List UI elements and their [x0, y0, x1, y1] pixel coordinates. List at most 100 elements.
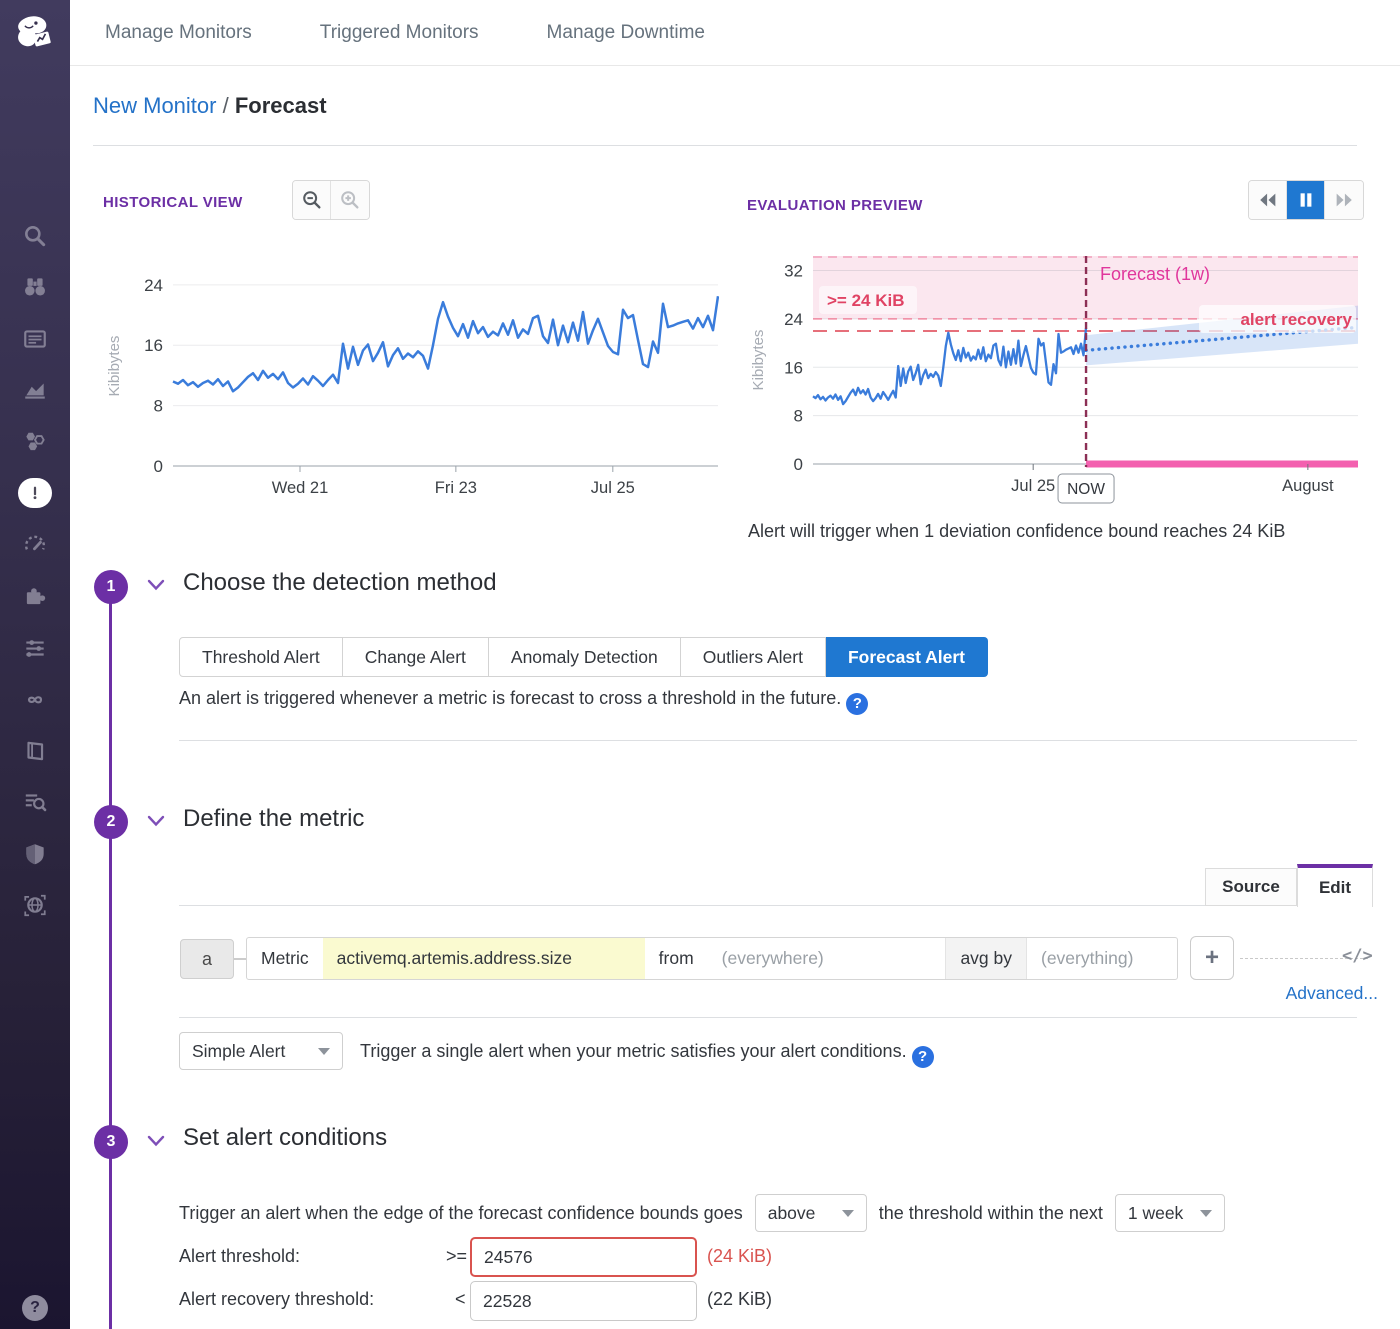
- sidebar: ?: [0, 0, 70, 1329]
- evaluation-caption: Alert will trigger when 1 deviation conf…: [748, 521, 1286, 541]
- shield-icon: [26, 844, 44, 865]
- group-by-field[interactable]: (everything): [1041, 948, 1134, 968]
- recovery-threshold-hint: (22 KiB): [707, 1289, 773, 1309]
- alert-threshold-hint: (24 KiB): [707, 1246, 773, 1266]
- tab-source[interactable]: Source: [1205, 868, 1297, 906]
- sidebar-item-monitors[interactable]: [0, 468, 70, 520]
- detection-method-tabs: Threshold Alert Change Alert Anomaly Det…: [179, 637, 988, 677]
- tab-anomaly-detection[interactable]: Anomaly Detection: [488, 637, 681, 677]
- tab-threshold-alert[interactable]: Threshold Alert: [179, 637, 343, 677]
- sidebar-item-security[interactable]: [0, 828, 70, 880]
- sidebar-item-infrastructure[interactable]: [0, 416, 70, 468]
- pause-icon: [1300, 193, 1311, 207]
- historical-chart[interactable]: 0 8 16 24 Wed 21 Fri 23 Jul 25 Kibibytes: [103, 258, 719, 506]
- section-3-chevron-down-icon[interactable]: [146, 1134, 166, 1148]
- sidebar-item-dashboards[interactable]: [0, 313, 70, 365]
- zoom-in-button[interactable]: [331, 181, 369, 219]
- detection-description-text: An alert is triggered whenever a metric …: [179, 688, 842, 708]
- advanced-link[interactable]: Advanced...: [1285, 983, 1378, 1003]
- sidebar-item-metrics[interactable]: [0, 365, 70, 417]
- evaluation-playback-controls: [1248, 180, 1364, 220]
- svg-text:8: 8: [794, 407, 803, 426]
- alert-threshold-input[interactable]: [470, 1237, 697, 1277]
- log-search-icon: [25, 794, 47, 812]
- zoom-in-icon: [341, 191, 359, 209]
- sidebar-item-log-pipelines[interactable]: [0, 622, 70, 674]
- sidebar-item-notebooks[interactable]: [0, 725, 70, 777]
- editor-tab-underline: [179, 905, 1357, 906]
- query-letter-badge[interactable]: a: [180, 939, 234, 979]
- recovery-threshold-input[interactable]: [470, 1281, 697, 1321]
- svg-text:Kibibytes: Kibibytes: [106, 336, 123, 397]
- monitors-active-pill: [18, 478, 52, 509]
- sidebar-item-integrations[interactable]: [0, 571, 70, 623]
- svg-text:NOW: NOW: [1067, 481, 1105, 498]
- fast-forward-button[interactable]: [1325, 181, 1363, 219]
- svg-text:Forecast (1w): Forecast (1w): [1100, 264, 1210, 284]
- svg-text:8: 8: [154, 397, 163, 416]
- metric-name-field[interactable]: activemq.artemis.address.size: [322, 938, 645, 979]
- window-value: 1 week: [1127, 1202, 1184, 1223]
- alert-type-dropdown[interactable]: Simple Alert: [179, 1032, 343, 1070]
- sidebar-item-synthetics[interactable]: [0, 880, 70, 932]
- chevron-down-icon: [318, 1047, 330, 1055]
- svg-text:Wed 21: Wed 21: [272, 479, 329, 497]
- sidebar-item-apm[interactable]: [0, 519, 70, 571]
- nav-manage-monitors[interactable]: Manage Monitors: [105, 21, 252, 43]
- detection-method-description: An alert is triggered whenever a metric …: [179, 688, 869, 715]
- nav-triggered-monitors[interactable]: Triggered Monitors: [319, 21, 479, 43]
- recovery-threshold-label: Alert recovery threshold:: [179, 1289, 375, 1309]
- operator-value: above: [767, 1202, 816, 1223]
- section-1-divider: [179, 740, 1357, 741]
- svg-text:August: August: [1282, 477, 1334, 495]
- top-nav: Manage Monitors Triggered Monitors Manag…: [70, 0, 1400, 66]
- aggregation-label: avg by: [945, 938, 1027, 979]
- sidebar-help-button[interactable]: ?: [0, 1295, 70, 1321]
- zoom-out-button[interactable]: [293, 181, 331, 219]
- breadcrumb-separator: /: [222, 93, 229, 118]
- datadog-logo[interactable]: [0, 0, 70, 70]
- metric-query-bar: Metric activemq.artemis.address.size fro…: [246, 937, 1178, 980]
- add-query-button[interactable]: +: [1190, 936, 1234, 980]
- svg-text:0: 0: [154, 457, 163, 476]
- operator-dropdown[interactable]: above: [754, 1194, 867, 1232]
- section-1-chevron-down-icon[interactable]: [146, 578, 166, 592]
- rewind-button[interactable]: [1249, 181, 1287, 219]
- section-2-title: Define the metric: [183, 805, 365, 832]
- alert-type-description-text: Trigger a single alert when your metric …: [360, 1041, 907, 1061]
- sidebar-item-watchdog[interactable]: [0, 262, 70, 314]
- breadcrumb-current: Forecast: [234, 93, 327, 118]
- query-dashed-connector: [1240, 958, 1368, 959]
- nav-manage-downtime[interactable]: Manage Downtime: [546, 21, 705, 43]
- sidebar-item-log-explorer[interactable]: [0, 777, 70, 829]
- breadcrumb-new-monitor-link[interactable]: New Monitor: [93, 93, 217, 118]
- historical-zoom-controls: [292, 180, 370, 220]
- section-2-chevron-down-icon[interactable]: [146, 814, 166, 828]
- historical-view-title: HISTORICAL VIEW: [103, 194, 243, 211]
- svg-text:24: 24: [144, 276, 163, 295]
- tab-forecast-alert[interactable]: Forecast Alert: [825, 637, 988, 677]
- section-rail: [109, 587, 112, 1329]
- gauge-icon: [24, 535, 46, 550]
- condition-prefix: Trigger an alert when the edge of the fo…: [179, 1202, 743, 1223]
- section-3-number: 3: [94, 1125, 128, 1159]
- tab-edit[interactable]: Edit: [1297, 864, 1373, 907]
- tab-change-alert[interactable]: Change Alert: [342, 637, 489, 677]
- svg-text:24: 24: [784, 310, 803, 329]
- alert-type-help-icon[interactable]: ?: [911, 1045, 934, 1068]
- main-content: New Monitor / Forecast HISTORICAL VIEW E…: [70, 66, 1400, 1329]
- pause-button[interactable]: [1287, 181, 1325, 219]
- pipelines-filter-icon: [26, 639, 44, 657]
- tab-outliers-alert[interactable]: Outliers Alert: [680, 637, 826, 677]
- code-editor-icon[interactable]: </>: [1342, 946, 1373, 966]
- evaluation-chart[interactable]: 0 8 16 24 32 Jul 25 August Kibibytes >= 24 KiB Fo…: [747, 250, 1363, 520]
- search-icon: [25, 225, 46, 246]
- svg-text:Fri 23: Fri 23: [435, 479, 477, 497]
- scope-field[interactable]: (everywhere): [721, 948, 824, 968]
- window-dropdown[interactable]: 1 week: [1114, 1194, 1225, 1232]
- detection-help-icon[interactable]: ?: [846, 692, 869, 715]
- hexagons-icon: [26, 432, 45, 450]
- sidebar-item-ci[interactable]: [0, 674, 70, 726]
- from-label: from: [658, 948, 694, 968]
- sidebar-item-search[interactable]: [0, 210, 70, 262]
